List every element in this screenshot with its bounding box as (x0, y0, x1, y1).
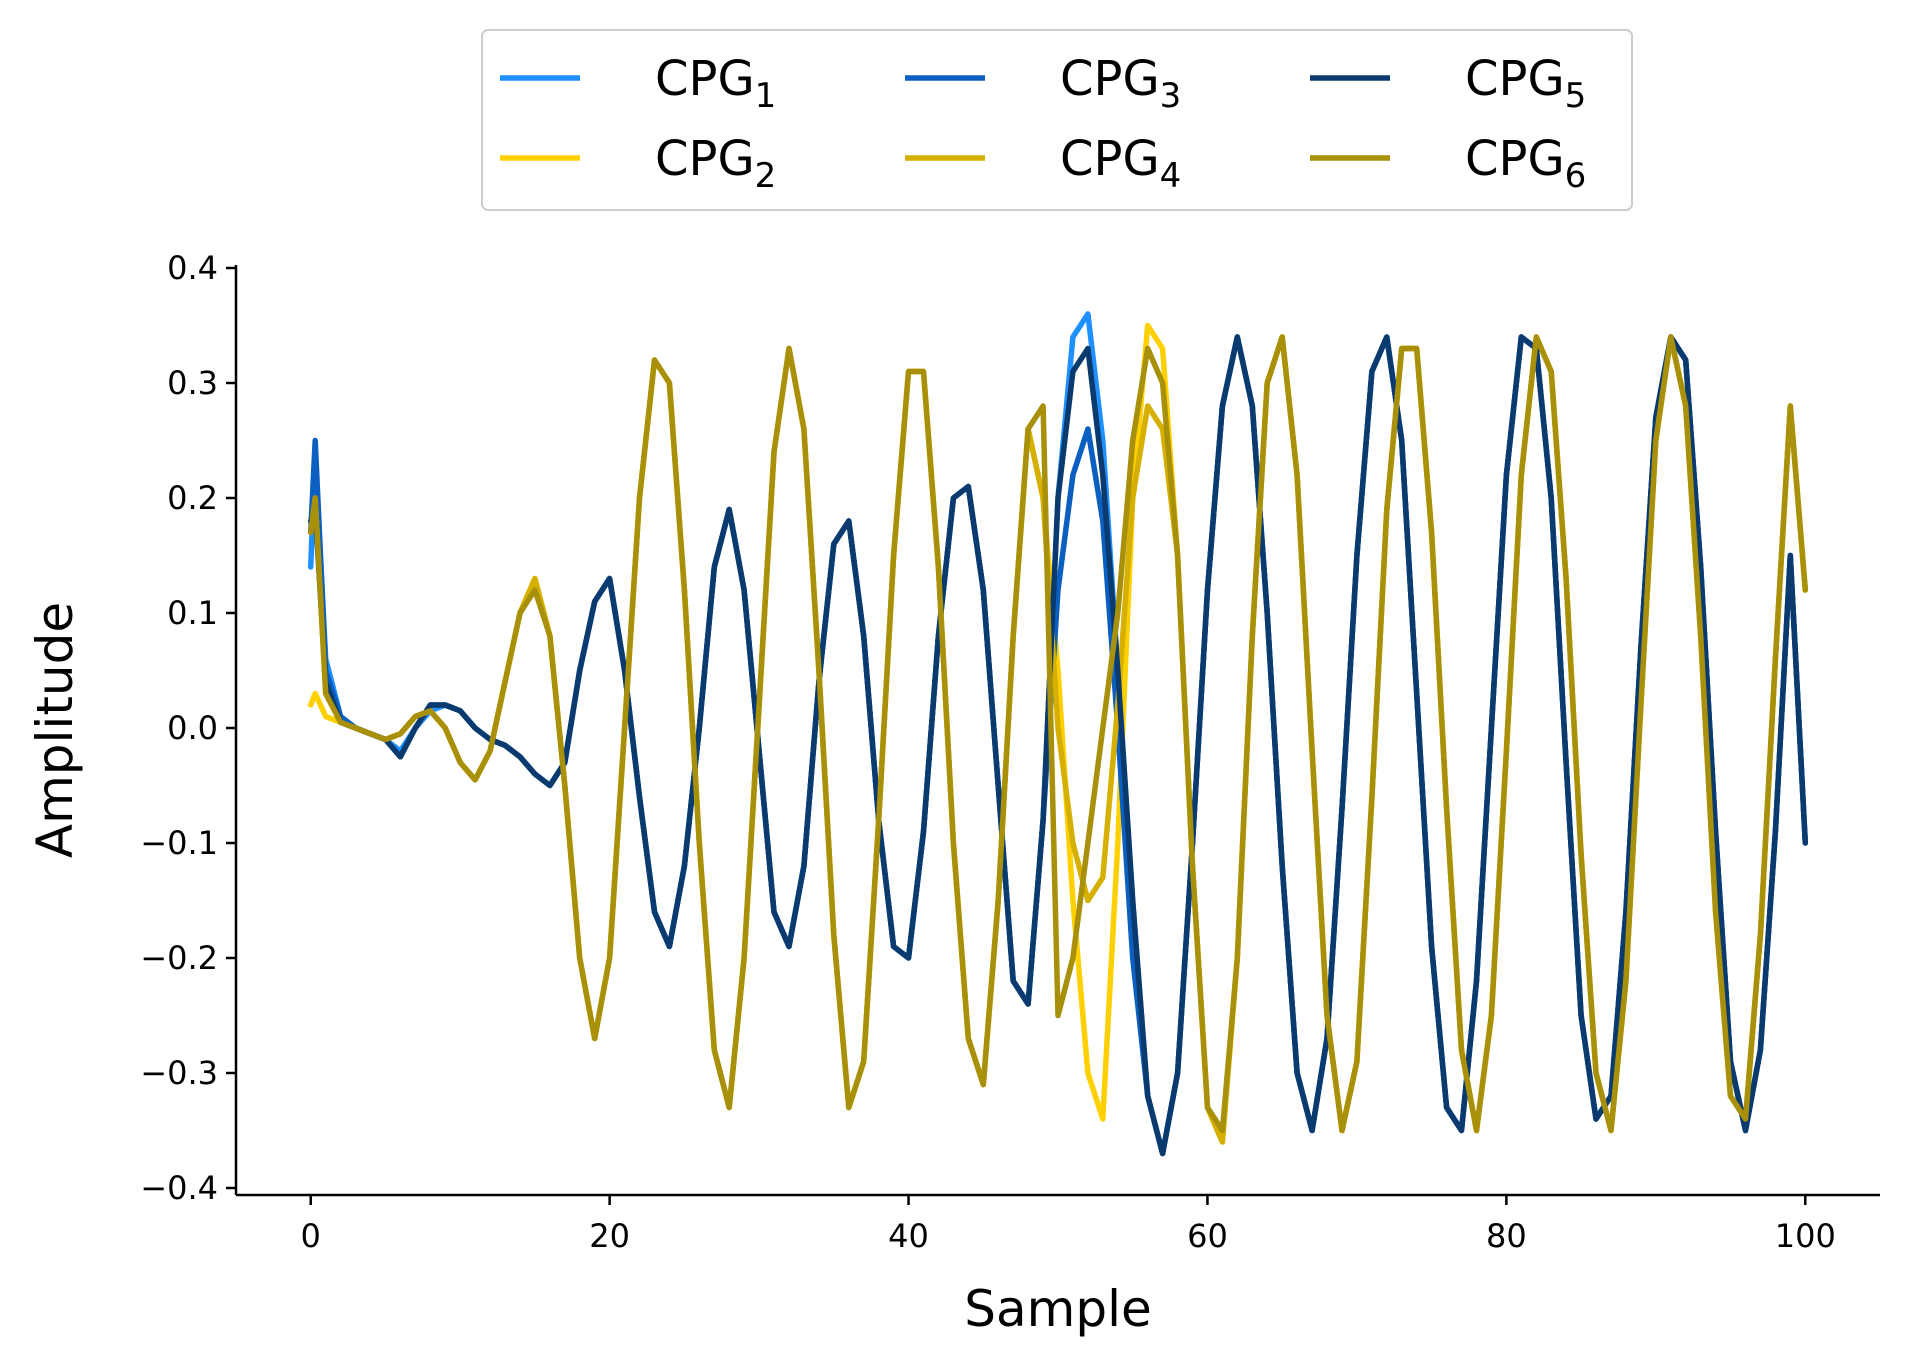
y-tick-label: −0.1 (140, 824, 218, 862)
y-tick-label: 0.0 (167, 709, 218, 747)
y-axis-label: Amplitude (26, 602, 84, 858)
legend-item-cpg3: CPG3 (905, 51, 1181, 116)
y-tick-label: −0.3 (140, 1054, 218, 1092)
legend-item-cpg6: CPG6 (1310, 131, 1586, 196)
plot-area (307, 311, 1809, 1157)
x-axis: 0 20 40 60 80 100 (236, 1193, 1880, 1255)
legend-label: CPG6 (1465, 131, 1586, 196)
legend-item-cpg5: CPG5 (1310, 51, 1586, 116)
legend-label: CPG5 (1465, 51, 1586, 116)
legend-item-cpg2: CPG2 (500, 131, 776, 196)
series-line-cpg6 (307, 334, 1809, 1134)
x-tick-label: 100 (1775, 1217, 1836, 1255)
x-tick-label: 0 (301, 1217, 321, 1255)
legend: CPG1 CPG2 CPG3 CPG4 CPG5 CPG6 (481, 29, 1633, 211)
y-tick-label: 0.1 (167, 594, 218, 632)
y-tick-label: 0.4 (167, 249, 218, 287)
legend-item-cpg4: CPG4 (905, 131, 1181, 196)
y-tick-label: −0.4 (140, 1169, 218, 1207)
y-tick-label: −0.2 (140, 939, 218, 977)
legend-label: CPG4 (1060, 131, 1181, 196)
legend-label: CPG2 (655, 131, 776, 196)
x-axis-label: Sample (964, 1280, 1151, 1338)
y-tick-label: 0.2 (167, 479, 218, 517)
legend-label: CPG3 (1060, 51, 1181, 116)
x-tick-label: 80 (1486, 1217, 1527, 1255)
legend-box (481, 29, 1633, 211)
legend-item-cpg1: CPG1 (500, 51, 776, 116)
y-tick-label: 0.3 (167, 364, 218, 402)
x-tick-label: 40 (888, 1217, 929, 1255)
x-tick-label: 20 (589, 1217, 630, 1255)
y-axis: −0.4 −0.3 −0.2 −0.1 0.0 0.1 0.2 0.3 0.4 (140, 249, 238, 1207)
legend-label: CPG1 (655, 51, 776, 116)
x-tick-label: 60 (1187, 1217, 1228, 1255)
